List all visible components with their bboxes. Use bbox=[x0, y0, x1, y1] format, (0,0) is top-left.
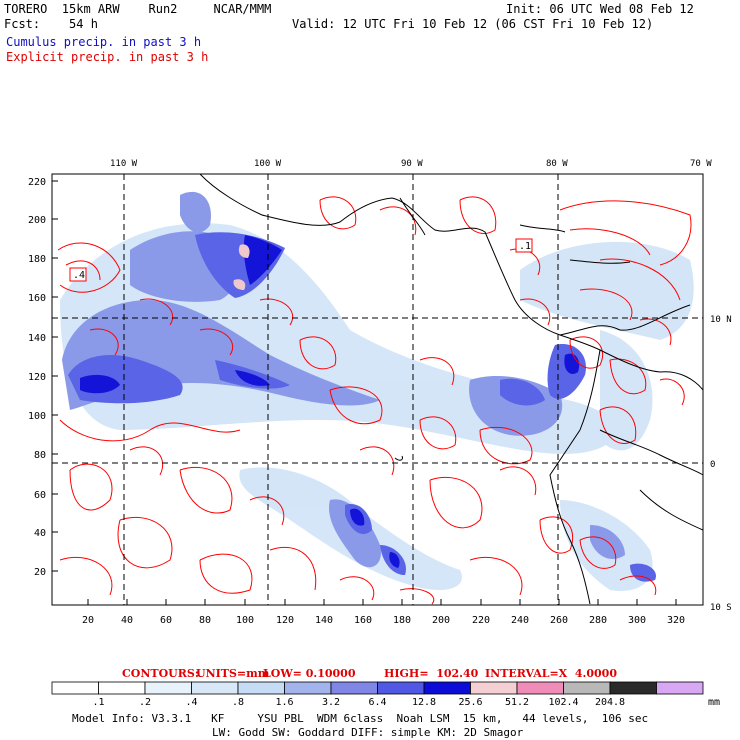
x-tick-label: 320 bbox=[667, 615, 685, 626]
lat-labels: 10 N 0 10 S bbox=[710, 315, 732, 613]
x-tick-label: 160 bbox=[354, 615, 372, 626]
contour-label-1: .4 bbox=[73, 270, 85, 281]
contour-label-2: .1 bbox=[519, 241, 531, 252]
contours-units: UNITS=mm bbox=[196, 667, 270, 680]
very-heavy-precip bbox=[233, 244, 250, 290]
colorbar-label: .8 bbox=[232, 697, 244, 708]
colorbar-swatch bbox=[144, 681, 192, 695]
axis-ticks bbox=[52, 180, 677, 605]
colorbar-swatch bbox=[563, 681, 611, 695]
x-tick-label: 240 bbox=[511, 615, 529, 626]
precip-fields bbox=[57, 174, 703, 605]
x-tick-label: 300 bbox=[628, 615, 646, 626]
y-tick-label: 120 bbox=[28, 372, 46, 383]
colorbar-swatch bbox=[51, 681, 99, 695]
contours-interval: INTERVAL=X 4.0000 bbox=[485, 667, 617, 680]
colorbar-label: .4 bbox=[185, 697, 197, 708]
colorbar-label: 1.6 bbox=[275, 697, 293, 708]
forecast-hour: Fcst: 54 h bbox=[4, 17, 98, 31]
lon-label: 90 W bbox=[401, 159, 423, 169]
cumulus-legend: Cumulus precip. in past 3 h bbox=[6, 35, 202, 49]
contours-low: LOW= 0.10000 bbox=[263, 667, 356, 680]
y-tick-label: 100 bbox=[28, 411, 46, 422]
colorbar-label: 12.8 bbox=[412, 697, 436, 708]
x-tick-label: 80 bbox=[199, 615, 211, 626]
y-tick-label: 180 bbox=[28, 254, 46, 265]
contours-high: HIGH= 102.40 bbox=[384, 667, 479, 680]
x-tick-label: 280 bbox=[589, 615, 607, 626]
colorbar-swatch bbox=[516, 681, 564, 695]
y-tick-labels: 220 200 180 160 140 120 100 80 60 40 20 bbox=[28, 177, 46, 578]
model-info: Model Info: V3.3.1 KF YSU PBL WDM 6class… bbox=[72, 712, 649, 725]
map-frame bbox=[51, 173, 704, 606]
x-tick-label: 40 bbox=[121, 615, 133, 626]
colorbar-label: .2 bbox=[139, 697, 151, 708]
lon-label: 110 W bbox=[110, 159, 138, 169]
colorbar-swatch bbox=[98, 681, 146, 695]
coastlines bbox=[199, 174, 703, 605]
colorbar-label: 3.2 bbox=[322, 697, 340, 708]
colorbar-swatch bbox=[191, 681, 239, 695]
x-tick-label: 220 bbox=[472, 615, 490, 626]
x-tick-label: 20 bbox=[82, 615, 94, 626]
y-tick-label: 140 bbox=[28, 333, 46, 344]
y-tick-label: 60 bbox=[34, 490, 46, 501]
colorbar-unit: mm bbox=[708, 697, 720, 708]
colorbar-label: 6.4 bbox=[368, 697, 386, 708]
y-tick-label: 200 bbox=[28, 215, 46, 226]
x-tick-label: 140 bbox=[315, 615, 333, 626]
colorbar-label: 25.6 bbox=[458, 697, 482, 708]
explicit-precip-contours bbox=[57, 196, 692, 605]
x-tick-label: 120 bbox=[276, 615, 294, 626]
lat-label: 10 N bbox=[710, 315, 732, 325]
colorbar-label: 51.2 bbox=[505, 697, 529, 708]
x-tick-labels: 20 40 60 80 100 120 140 160 180 200 220 … bbox=[82, 615, 685, 626]
x-tick-label: 180 bbox=[393, 615, 411, 626]
lon-label: 70 W bbox=[690, 159, 712, 169]
y-tick-label: 40 bbox=[34, 528, 46, 539]
colorbar-label: .1 bbox=[92, 697, 104, 708]
lat-label: 0 bbox=[710, 460, 715, 470]
y-tick-label: 220 bbox=[28, 177, 46, 188]
colorbar-swatch bbox=[609, 681, 657, 695]
colorbar-swatch bbox=[656, 681, 704, 695]
model-title: TORERO 15km ARW Run2 NCAR/MMM bbox=[4, 2, 272, 16]
x-tick-label: 200 bbox=[432, 615, 450, 626]
colorbar-swatch bbox=[470, 681, 518, 695]
lon-label: 100 W bbox=[254, 159, 282, 169]
valid-time: Valid: 12 UTC Fri 10 Feb 12 (06 CST Fri … bbox=[292, 17, 654, 31]
colorbar-swatch bbox=[284, 681, 332, 695]
x-tick-label: 260 bbox=[550, 615, 568, 626]
y-tick-label: 80 bbox=[34, 450, 46, 461]
colorbar-swatch bbox=[423, 681, 471, 695]
lat-label: 10 S bbox=[710, 603, 732, 613]
y-tick-label: 160 bbox=[28, 293, 46, 304]
init-time: Init: 06 UTC Wed 08 Feb 12 bbox=[506, 2, 694, 16]
explicit-legend: Explicit precip. in past 3 h bbox=[6, 50, 209, 64]
physics-info: LW: Godd SW: Goddard DIFF: simple KM: 2D… bbox=[212, 726, 524, 739]
colorbar-label: 102.4 bbox=[548, 697, 578, 708]
lat-lon-grid bbox=[52, 174, 703, 605]
colorbar-label: 204.8 bbox=[595, 697, 625, 708]
lon-label: 80 W bbox=[546, 159, 568, 169]
y-tick-label: 20 bbox=[34, 567, 46, 578]
colorbar-swatch bbox=[330, 681, 378, 695]
x-tick-label: 60 bbox=[160, 615, 172, 626]
lon-labels: 110 W 100 W 90 W 80 W 70 W bbox=[110, 159, 712, 169]
colorbar-swatch bbox=[237, 681, 285, 695]
x-tick-label: 100 bbox=[236, 615, 254, 626]
colorbar-swatch bbox=[377, 681, 425, 695]
contours-title: CONTOURS: bbox=[122, 667, 199, 680]
contour-labels: .4 .1 bbox=[69, 238, 533, 282]
colorbar: .1 .2 .4 .8 1.6 3.2 6.4 12.8 25.6 51.2 102.4 204.8 m… bbox=[51, 681, 720, 708]
